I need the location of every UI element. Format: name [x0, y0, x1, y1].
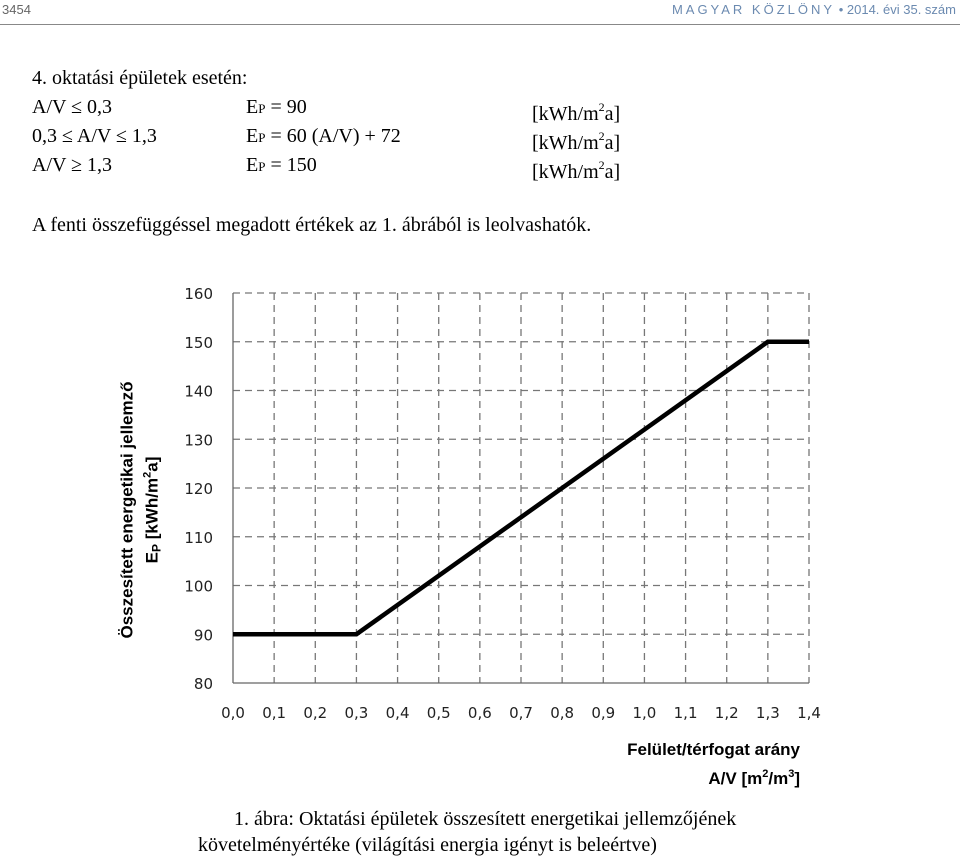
formula-rhs: = 60 (A/V) + 72	[265, 125, 401, 147]
unit-superscript: 2	[598, 129, 605, 143]
formula-subscript: P	[258, 101, 266, 116]
x-tick-label: 0,3	[344, 704, 368, 722]
header-bullet: •	[838, 2, 844, 17]
axis-layer	[232, 293, 809, 684]
x-tick-label: 1,3	[756, 704, 780, 722]
x-tick-label: 0,7	[509, 704, 533, 722]
caption-line2: követelményértéke (világítási energia ig…	[198, 834, 657, 856]
unit-superscript: 2	[598, 158, 605, 172]
formula-unit: [kWh/m2a]	[532, 122, 620, 158]
x-label-superscript: 2	[762, 768, 769, 780]
x-tick-label: 0,1	[262, 704, 286, 722]
formula-rhs: = 90	[265, 96, 307, 118]
issue-label: 2014. évi 35. szám	[846, 2, 956, 17]
formula-expression: EP = 60 (A/V) + 72	[246, 122, 401, 152]
formula-lhs: E	[246, 96, 259, 118]
x-tick-label: 0,6	[468, 704, 492, 722]
unit-part: [kWh/m	[532, 103, 599, 125]
x-tick-label: 1,0	[632, 704, 656, 722]
x-tick-labels: 0,0 0,1 0,2 0,3 0,4 0,5 0,6 0,7 0,8 0,9 1,0 1,1 1,2 1…	[221, 704, 821, 722]
formula-expression: EP = 90	[246, 93, 307, 123]
y-tick-labels: 80 90 100 110 120 130 140 150 160	[184, 285, 213, 693]
x-tick-label: 0,4	[386, 704, 410, 722]
x-axis-label-line2: A/V [m2/m3]	[627, 762, 800, 791]
series-layer	[233, 339, 809, 637]
intro-paragraph: A fenti összefüggéssel megadott értékek …	[32, 214, 592, 236]
formula-row-2: 0,3 ≤ A/V ≤ 1,3 EP = 60 (A/V) + 72 [kWh/…	[32, 122, 732, 154]
formula-unit: [kWh/m2a]	[532, 93, 620, 129]
journal-name: MAGYAR KÖZLÖNY	[671, 2, 836, 17]
formula-subscript: P	[258, 159, 266, 174]
x-label-superscript: 3	[788, 768, 795, 780]
formula-expression: EP = 150	[246, 151, 317, 181]
unit-part: a]	[604, 132, 621, 154]
x-tick-label: 0,8	[550, 704, 574, 722]
unit-superscript: 2	[598, 100, 605, 114]
page-header: 3454 MAGYAR KÖZLÖNY • 2014. évi 35. szám	[0, 0, 960, 25]
unit-part: [kWh/m	[532, 161, 599, 183]
x-tick-label: 0,9	[591, 704, 615, 722]
journal-title: MAGYAR KÖZLÖNY • 2014. évi 35. szám	[672, 2, 956, 17]
y-tick-label: 120	[184, 480, 213, 498]
x-label-unit-end: ]	[794, 769, 800, 788]
page-number: 3454	[2, 2, 31, 17]
y-tick-label: 100	[184, 578, 213, 596]
y-tick-label: 140	[184, 383, 213, 401]
formula-unit: [kWh/m2a]	[532, 151, 620, 187]
unit-part: [kWh/m	[532, 132, 599, 154]
y-tick-label: 150	[184, 334, 213, 352]
grid-layer	[233, 292, 810, 683]
formula-rhs: = 150	[265, 154, 317, 176]
y-tick-label: 90	[194, 626, 213, 644]
figure-caption: 1. ábra: Oktatási épületek összesített e…	[198, 806, 898, 858]
caption-line1: 1. ábra: Oktatási épületek összesített e…	[234, 808, 737, 830]
x-tick-label: 1,4	[797, 704, 821, 722]
formula-lhs: E	[246, 125, 259, 147]
y-tick-label: 160	[184, 285, 213, 303]
unit-part: a]	[604, 161, 621, 183]
x-tick-label: 1,2	[715, 704, 739, 722]
formula-condition: A/V ≤ 0,3	[32, 96, 113, 118]
formula-block: 4. oktatási épületek esetén: A/V ≤ 0,3 E…	[32, 64, 732, 183]
formula-condition: 0,3 ≤ A/V ≤ 1,3	[32, 125, 157, 147]
formula-condition: A/V ≥ 1,3	[32, 154, 113, 176]
formula-title: 4. oktatási épületek esetén:	[32, 67, 248, 89]
series-line	[233, 339, 809, 637]
formula-lhs: E	[246, 154, 259, 176]
y-tick-label: 80	[194, 675, 213, 693]
x-tick-label: 0,0	[221, 704, 245, 722]
x-axis-label-line1: Felület/térfogat arány	[627, 740, 800, 759]
x-label-unit: A/V [m	[708, 769, 763, 788]
x-axis-label: Felület/térfogat arány A/V [m2/m3]	[627, 738, 800, 791]
y-tick-label: 130	[184, 431, 213, 449]
formula-row-3: A/V ≥ 1,3 EP = 150 [kWh/m2a]	[32, 151, 732, 183]
x-tick-label: 0,2	[303, 704, 327, 722]
unit-part: a]	[604, 103, 621, 125]
x-tick-label: 1,1	[674, 704, 698, 722]
x-label-unit-mid: /m	[768, 769, 789, 788]
y-tick-label: 110	[184, 529, 213, 547]
x-tick-label: 0,5	[427, 704, 451, 722]
formula-row-1: A/V ≤ 0,3 EP = 90 [kWh/m2a]	[32, 93, 732, 125]
formula-subscript: P	[258, 130, 266, 145]
